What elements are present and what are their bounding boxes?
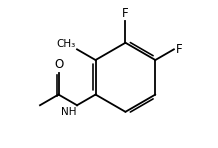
Text: F: F bbox=[175, 43, 182, 56]
Text: O: O bbox=[54, 58, 63, 71]
Text: F: F bbox=[122, 7, 129, 20]
Text: NH: NH bbox=[61, 107, 76, 117]
Text: CH₃: CH₃ bbox=[56, 38, 75, 49]
